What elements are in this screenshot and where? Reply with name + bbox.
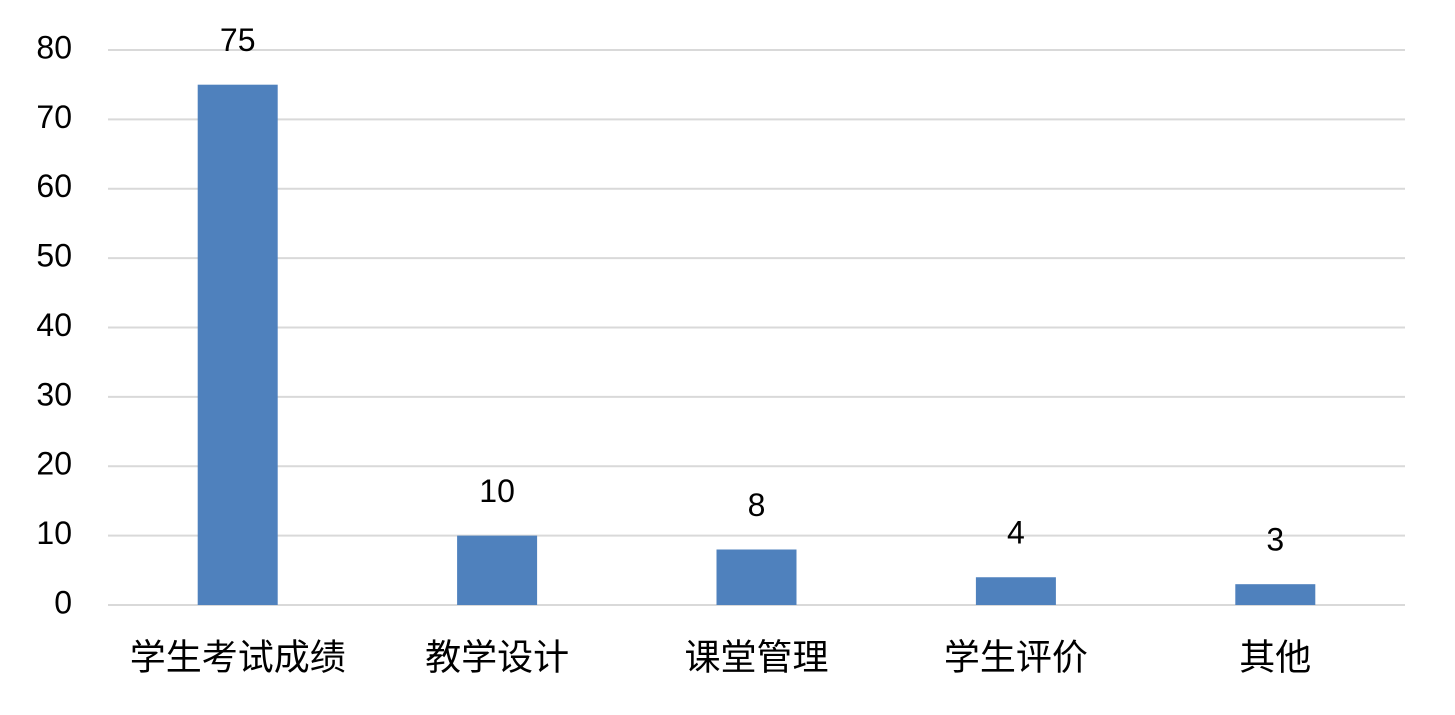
y-tick-label: 40 bbox=[36, 307, 72, 343]
bar bbox=[975, 577, 1056, 605]
bar bbox=[716, 549, 797, 605]
x-tick-label: 学生考试成绩 bbox=[130, 637, 346, 678]
bar bbox=[197, 84, 278, 605]
data-label: 10 bbox=[479, 473, 515, 509]
y-tick-label: 0 bbox=[54, 584, 72, 620]
bar bbox=[457, 535, 538, 605]
y-tick-label: 30 bbox=[36, 376, 72, 412]
x-tick-label: 学生评价 bbox=[944, 637, 1088, 678]
data-label: 4 bbox=[1007, 515, 1025, 551]
data-label: 8 bbox=[748, 487, 766, 523]
y-tick-label: 10 bbox=[36, 515, 72, 551]
y-tick-label: 50 bbox=[36, 238, 72, 274]
x-tick-label: 其他 bbox=[1239, 637, 1311, 678]
x-tick-label: 课堂管理 bbox=[684, 637, 828, 678]
data-label: 3 bbox=[1266, 522, 1284, 558]
y-tick-label: 70 bbox=[36, 99, 72, 135]
y-tick-label: 80 bbox=[36, 29, 72, 65]
bar bbox=[1235, 584, 1316, 605]
data-label: 75 bbox=[220, 22, 256, 58]
y-tick-label: 20 bbox=[36, 446, 72, 482]
y-tick-label: 60 bbox=[36, 168, 72, 204]
x-tick-label: 教学设计 bbox=[425, 637, 569, 678]
